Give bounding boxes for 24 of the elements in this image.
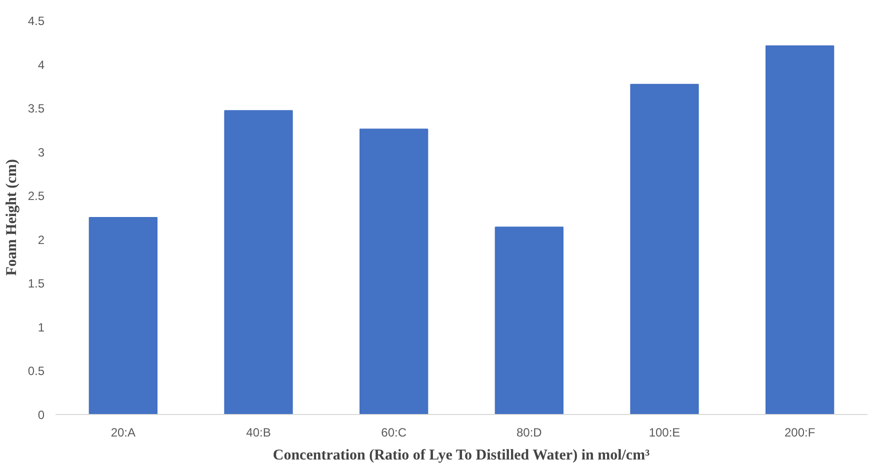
bar [630,84,699,414]
y-tick-label: 4 [38,58,45,72]
y-tick-label: 2 [38,232,45,247]
y-tick-label: 0.5 [28,364,45,378]
x-tick-label: 80:D [516,426,542,440]
bar [88,217,158,414]
y-tick-label: 3 [38,145,45,160]
x-tick-label: 200:F [784,426,816,440]
y-tick-label: 2.5 [28,189,45,204]
x-tick-label: 100:E [648,426,680,440]
x-tick-label: 40:B [246,426,271,440]
x-tick-label: 60:C [381,426,407,440]
y-tick-label: 0 [38,408,45,422]
y-axis-title: Foam Height (cm) [4,159,20,276]
y-tick-label: 1 [38,320,45,334]
y-tick-label: 1.5 [28,276,45,291]
y-tick-label: 3.5 [28,102,45,116]
bar [360,128,428,414]
bar [224,110,293,414]
bar [494,226,564,414]
x-axis-title: Concentration (Ratio of Lye To Distilled Water) in mol/cm³ [272,448,650,464]
x-tick-label: 20:A [110,426,136,440]
bar [766,45,834,414]
y-tick-label: 4.5 [28,14,45,28]
